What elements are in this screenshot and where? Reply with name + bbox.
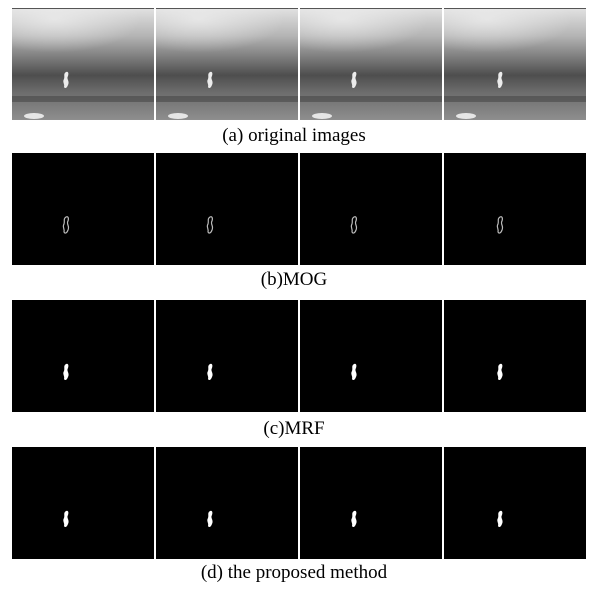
mask bbox=[12, 300, 154, 412]
page: (a) original images (b)MOG (c)MRF (d) th… bbox=[0, 0, 589, 591]
sky-light bbox=[300, 8, 442, 64]
ground-band bbox=[156, 96, 298, 102]
reflection bbox=[456, 113, 476, 119]
caption: (c)MRF bbox=[263, 418, 324, 439]
mask bbox=[300, 300, 442, 412]
mask bbox=[300, 153, 442, 265]
caption: (a) original images bbox=[222, 125, 366, 146]
reflection bbox=[168, 113, 188, 119]
sky-light bbox=[156, 8, 298, 64]
mask bbox=[156, 153, 298, 265]
caption: (d) the proposed method bbox=[201, 562, 388, 583]
sky-light bbox=[444, 8, 586, 64]
ground-band bbox=[300, 96, 442, 102]
mask bbox=[300, 447, 442, 559]
reflection bbox=[24, 113, 44, 119]
mask bbox=[444, 153, 586, 265]
figure: (a) original images (b)MOG (c)MRF (d) th… bbox=[0, 0, 589, 591]
mask bbox=[156, 447, 298, 559]
mask bbox=[12, 153, 154, 265]
mask bbox=[444, 447, 586, 559]
mask bbox=[156, 300, 298, 412]
sky-light bbox=[12, 8, 154, 64]
caption: (b)MOG bbox=[261, 269, 328, 290]
mask bbox=[12, 447, 154, 559]
reflection bbox=[312, 113, 332, 119]
ground-band bbox=[12, 96, 154, 102]
ground-band bbox=[444, 96, 586, 102]
mask bbox=[444, 300, 586, 412]
